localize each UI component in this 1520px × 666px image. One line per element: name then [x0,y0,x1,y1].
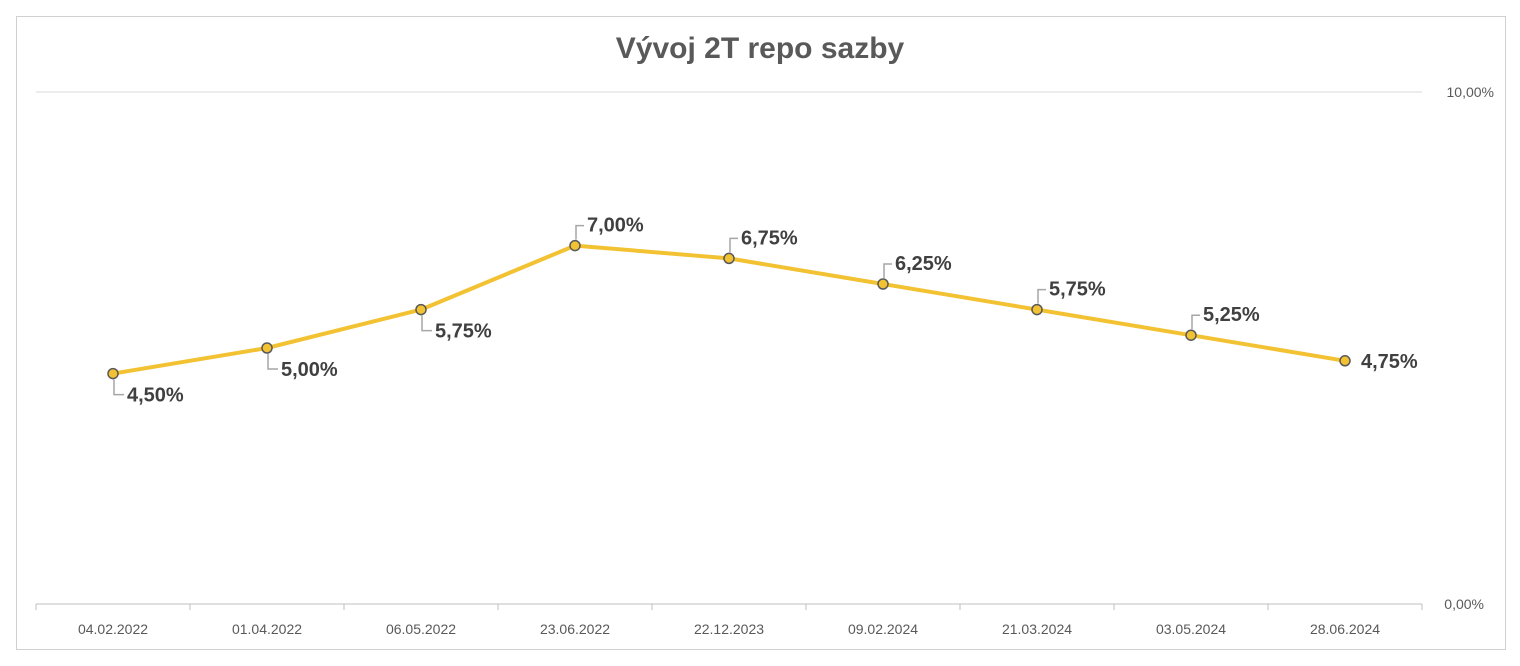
data-point [1339,355,1351,367]
leader-line [729,237,738,253]
leader-line [575,224,584,240]
data-label: 4,50% [127,385,184,407]
data-label: 4,75% [1361,351,1418,373]
data-label: 6,75% [741,227,798,249]
data-point [1031,303,1043,316]
x-tick-label: 28.06.2024 [1310,621,1380,637]
x-tick-label: 06.05.2022 [386,621,456,637]
data-label: 7,00% [587,215,644,237]
x-tick-label: 23.06.2022 [540,621,610,637]
data-point [415,303,427,316]
data-label: 6,25% [895,253,952,275]
leader-line [1191,314,1200,330]
series-line [111,243,1347,376]
chart-frame [16,16,1506,650]
chart-title: Vývoj 2T repo sazby [615,32,905,65]
x-tick-label: 04.02.2022 [78,621,148,637]
leader-line [1037,288,1046,304]
data-point [723,252,735,265]
leader-line [421,315,432,332]
x-tick-label: 01.04.2022 [232,621,302,637]
leader-line [883,263,892,278]
data-point [1185,329,1197,341]
y-tick-label: 0,00% [1444,596,1484,612]
y-tick-label: 10,00% [1447,84,1494,100]
leader-line [113,379,124,396]
x-tick-label: 21.03.2024 [1002,621,1072,637]
data-point [261,342,273,354]
leader-line [267,354,278,370]
data-point [569,239,581,252]
x-tick-label: 03.05.2024 [1156,621,1226,637]
data-point [107,367,119,380]
data-point [877,278,889,290]
data-label: 5,75% [435,321,492,343]
data-label: 5,00% [281,359,338,381]
data-label: 5,75% [1049,279,1106,301]
x-tick-label: 09.02.2024 [848,621,918,637]
data-label: 5,25% [1203,304,1260,326]
x-tick-label: 22.12.2023 [694,621,764,637]
